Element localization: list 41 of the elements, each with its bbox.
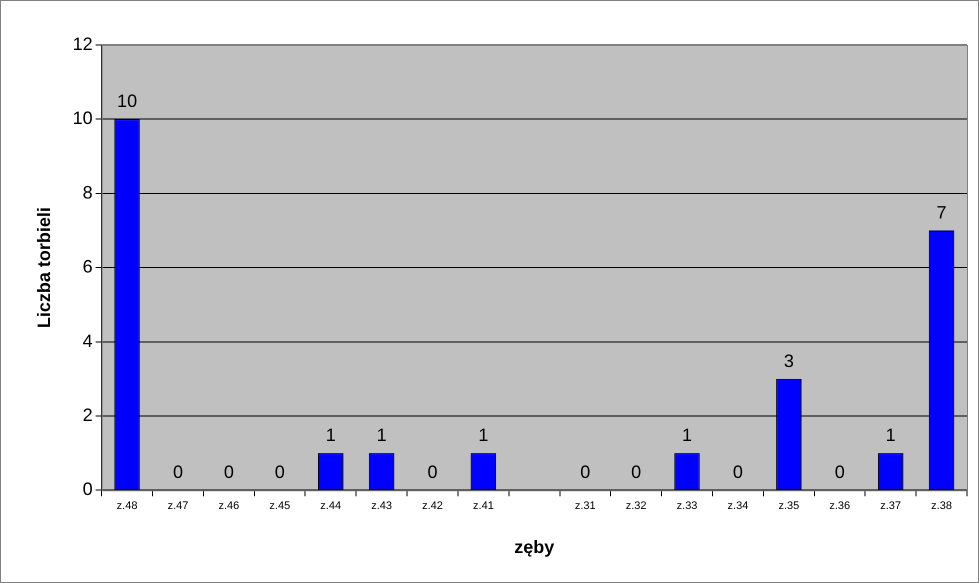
data-label: 0 — [732, 462, 743, 482]
data-label: 0 — [172, 462, 183, 482]
x-tick-label: z.33 — [676, 500, 698, 512]
data-label: 1 — [326, 425, 336, 446]
x-tick-label: z.36 — [829, 500, 850, 512]
x-tick-label: z.41 — [473, 500, 494, 512]
data-label: 0 — [427, 462, 438, 482]
data-label: 1 — [478, 425, 488, 446]
data-label: 10 — [117, 91, 138, 112]
data-label: 0 — [580, 462, 590, 482]
x-tick-label: z.44 — [320, 500, 342, 512]
x-tick-label: z.32 — [626, 500, 647, 512]
y-tick-label: 2 — [82, 404, 93, 425]
data-label: 0 — [224, 462, 234, 482]
x-tick-label: z.37 — [880, 500, 902, 512]
y-tick-label: 6 — [82, 256, 93, 277]
data-label: 0 — [631, 462, 642, 482]
x-tick-label: z.38 — [931, 500, 952, 512]
y-axis-title: Liczba torbieli — [34, 207, 54, 328]
x-tick-label: z.42 — [422, 500, 443, 512]
data-label: 3 — [784, 350, 794, 371]
x-tick-label: z.48 — [116, 500, 138, 512]
x-axis-title: zęby — [514, 537, 554, 558]
data-label: 0 — [834, 462, 845, 482]
data-label: 0 — [274, 462, 285, 482]
y-tick-label: 12 — [72, 34, 93, 54]
y-tick-label: 4 — [82, 330, 93, 351]
data-label: 1 — [682, 425, 692, 446]
x-tick-label: z.34 — [728, 500, 748, 512]
data-label: 1 — [376, 425, 387, 446]
y-tick-label: 10 — [72, 108, 93, 128]
x-tick-label: z.43 — [371, 500, 392, 512]
y-tick-label: 0 — [82, 479, 93, 500]
y-tick-label: 8 — [82, 182, 93, 202]
data-label: 7 — [936, 202, 947, 222]
x-tick-label: z.47 — [168, 500, 188, 512]
x-tick-label: z.35 — [778, 500, 800, 512]
data-label: 1 — [886, 425, 896, 446]
x-tick-label: z.45 — [269, 500, 290, 512]
x-tick-label: z.31 — [574, 500, 596, 512]
x-tick-label: z.46 — [218, 500, 240, 512]
